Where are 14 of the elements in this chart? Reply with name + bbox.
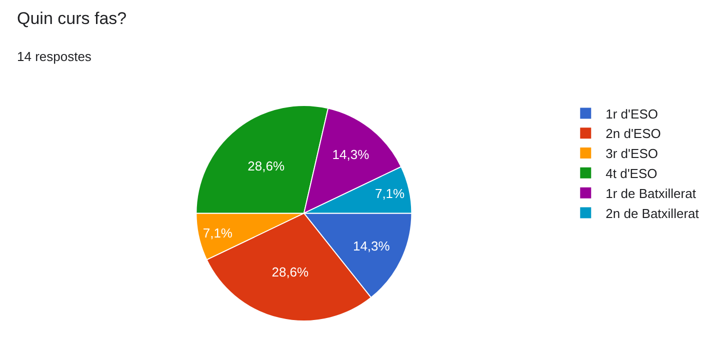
legend-label: 3r d'ESO [606,146,658,162]
data-label: 28,6% [248,158,285,174]
data-label: 7,1% [202,225,233,240]
legend-label: 2n d'ESO [606,126,661,142]
data-label: 7,1% [374,186,406,202]
chart-title: Quin curs fas? [17,9,127,28]
legend-label: 4t d'ESO [606,166,658,181]
legend-label: 1r d'ESO [606,106,658,122]
legend-label: 1r de Batxillerat [606,186,696,201]
legend-label: 2n de Batxillerat [606,206,700,221]
data-label: 14,3% [352,238,390,254]
data-label: 28,6% [272,264,310,280]
data-label: 14,3% [332,147,370,162]
text: 14 respostes [17,49,92,64]
